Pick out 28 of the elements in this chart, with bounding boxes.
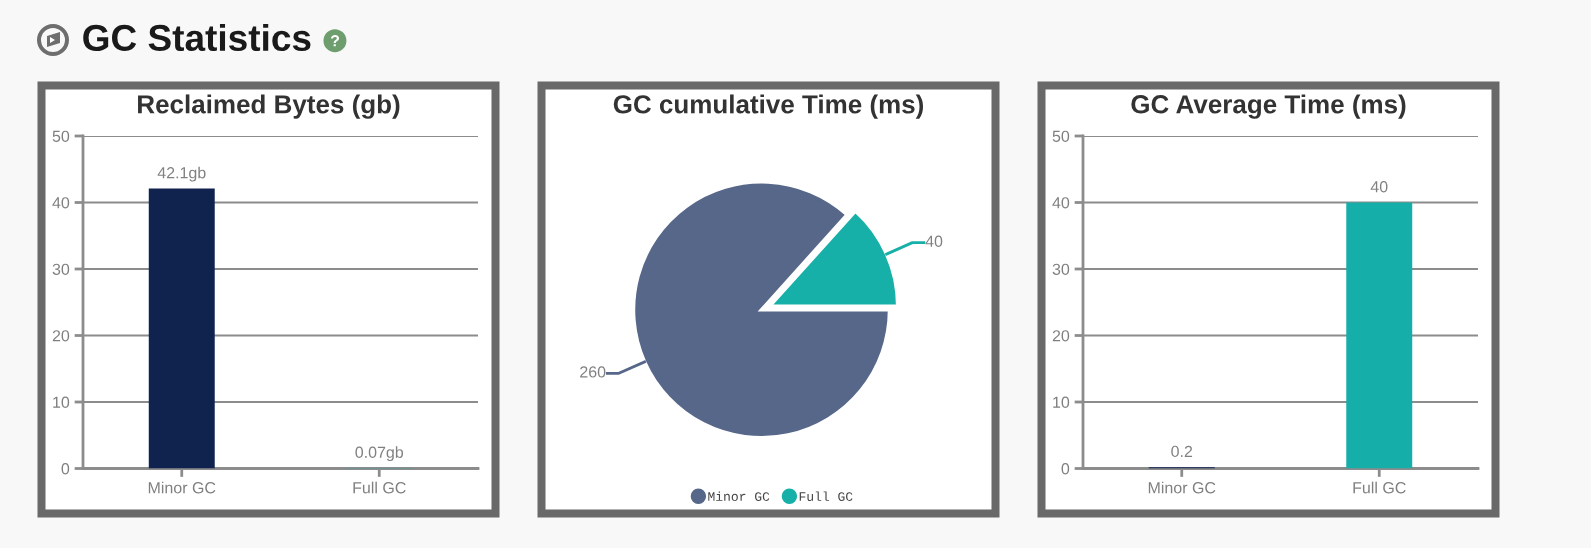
legend-label: Full GC — [799, 491, 853, 501]
legend-label: Minor GC — [708, 491, 770, 501]
data-label: 42.1gb — [157, 166, 206, 182]
data-label: 0.2 — [1171, 445, 1193, 458]
y-tick-label: 40 — [52, 197, 70, 209]
x-tick-label: Full GC — [1353, 481, 1406, 494]
x-tick-label: Full GC — [353, 481, 406, 494]
y-tick-label: 10 — [1053, 396, 1070, 408]
y-tick-label: 20 — [52, 330, 70, 342]
chart-title: Reclaimed Bytes (gb) — [138, 94, 400, 119]
chart-title: GC cumulative Time (ms) — [613, 94, 924, 119]
data-label: 40 — [925, 235, 943, 247]
data-label: 0.07gb — [355, 446, 404, 462]
y-tick-label: 50 — [52, 130, 70, 142]
data-label: 40 — [1370, 181, 1388, 193]
y-tick-label: 0 — [1061, 463, 1070, 475]
y-tick-label: 20 — [1052, 330, 1070, 342]
y-tick-label: 10 — [53, 396, 70, 408]
x-tick-label: Minor GC — [148, 481, 216, 494]
text: GC Statistics — [83, 23, 311, 52]
y-tick-label: 40 — [1052, 197, 1070, 209]
x-tick-label: Minor GC — [1148, 481, 1216, 494]
chart-title: GC Average Time (ms) — [1131, 94, 1406, 119]
y-tick-label: 0 — [61, 463, 70, 475]
y-tick-label: 50 — [1052, 130, 1070, 142]
data-label: 260 — [580, 366, 606, 378]
y-tick-label: 30 — [52, 263, 70, 275]
y-tick-label: 30 — [1052, 263, 1070, 275]
